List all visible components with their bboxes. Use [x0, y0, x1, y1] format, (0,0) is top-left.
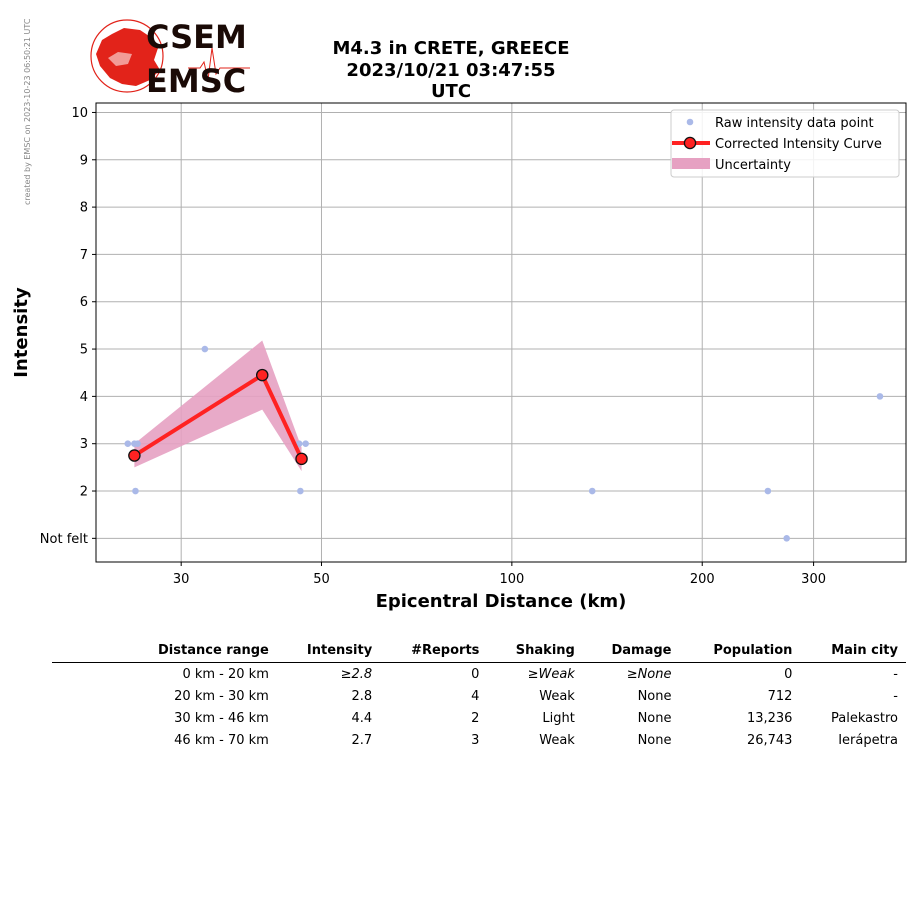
table-row: 20 km - 30 km 2.8 4 Weak None 712 - [52, 685, 906, 707]
raw-data-point [132, 487, 139, 495]
y-tick-label: 2 [80, 485, 88, 500]
x-tick-label: 300 [801, 572, 826, 587]
legend-entry: Corrected Intensity Curve [715, 137, 882, 152]
svg-text:EMSC: EMSC [146, 62, 246, 98]
table-cell-reports: 2 [471, 711, 480, 726]
table-body: 0 km - 20 km ≥2.8 0 ≥Weak ≥None 0-20 km - 30 … [52, 663, 906, 752]
table-cell-city: Palekastro [831, 711, 898, 726]
raw-data-point [297, 487, 304, 495]
table-cell-population: 26,743 [746, 733, 793, 748]
table-cell-shaking: Weak [539, 689, 575, 704]
table-header-cell: Intensity [276, 640, 381, 663]
y-tick-label: 9 [80, 153, 88, 168]
table-cell-intensity: 2.8 [351, 689, 373, 704]
table-cell-damage: None [637, 689, 672, 704]
table-cell-population: 712 [767, 689, 793, 704]
raw-data-point [588, 487, 596, 495]
table-cell-damage: None [637, 711, 672, 726]
table-cell-range: 46 km - 70 km [174, 733, 269, 748]
table-header-cell: Main city [800, 640, 906, 663]
legend-entry: Raw intensity data point [715, 116, 874, 131]
chart-title-line1: M4.3 in CRETE, GREECE [332, 38, 570, 59]
legend-box [670, 109, 900, 178]
table-cell-shaking: Weak [539, 733, 575, 748]
table-cell-intensity: 2.7 [351, 733, 373, 748]
y-tick-label: 7 [80, 248, 88, 263]
table-cell-reports: 4 [471, 689, 480, 704]
table-cell-intensity: 4.4 [351, 711, 373, 726]
table-cell-city: Ierápetra [838, 733, 898, 748]
x-tick-label: 100 [499, 572, 524, 587]
legend-raw-marker [686, 118, 694, 126]
table-cell-intensity: ≥2.8 [340, 667, 373, 682]
table-cell-reports: 0 [471, 667, 480, 682]
table-row: 0 km - 20 km ≥2.8 0 ≥Weak ≥None 0 - [52, 663, 906, 686]
y-tick-label: 4 [80, 390, 88, 405]
y-tick-label: 10 [71, 106, 88, 121]
table-header-cell: Shaking [487, 640, 583, 663]
raw-data-point [764, 487, 772, 495]
table-header-cell: Damage [582, 640, 680, 663]
x-tick-label: 50 [313, 572, 330, 587]
corrected-intensity-point [295, 452, 308, 466]
x-tick-label: 30 [173, 572, 190, 587]
plot-frame [95, 102, 907, 563]
legend-entry: Uncertainty [715, 158, 791, 173]
table-cell-shaking: Light [542, 711, 575, 726]
table-cell-shaking: ≥Weak [527, 667, 575, 682]
corrected-intensity-point [255, 368, 269, 382]
corrected-intensity-point [128, 449, 141, 462]
x-axis-label: Epicentral Distance (km) [376, 591, 627, 612]
raw-data-point [295, 440, 303, 448]
raw-data-point [124, 440, 132, 448]
table-header-cell: Distance range [52, 640, 277, 663]
table-cell-damage: None [637, 733, 672, 748]
raw-data-point [302, 440, 309, 448]
table-cell-range: 0 km - 20 km [182, 667, 269, 682]
table-cell-city: - [893, 667, 898, 682]
emsc-logo: CSEM EMSC [90, 18, 250, 98]
y-tick-label: 8 [80, 201, 88, 216]
table-cell-city: - [893, 689, 898, 704]
table-row: 46 km - 70 km 2.7 3 Weak None 26,743 Ierápetra [52, 729, 906, 751]
chart-title-line2: 2023/10/21 03:47:55 UTC [346, 60, 556, 102]
table-cell-population: 13,236 [746, 711, 793, 726]
legend-band-swatch [672, 158, 710, 169]
y-tick-label: Not felt [40, 532, 88, 547]
table-cell-population: 0 [784, 667, 793, 682]
y-tick-label: 6 [80, 295, 88, 310]
table-cell-range: 30 km - 46 km [174, 711, 269, 726]
table-header-cell: Population [679, 640, 801, 663]
raw-data-point [134, 440, 141, 448]
y-axis-label: Intensity [11, 287, 32, 378]
raw-data-point [783, 535, 790, 542]
intensity-summary-table: Distance range Intensity #Reports Shaking Da… [52, 640, 906, 751]
table-cell-range: 20 km - 30 km [174, 689, 269, 704]
y-tick-label: 3 [80, 437, 88, 452]
table-cell-damage: ≥None [626, 667, 672, 682]
legend-curve-marker [683, 136, 697, 150]
svg-text:CSEM: CSEM [146, 18, 247, 56]
y-tick-label: 5 [80, 343, 88, 358]
raw-data-point [201, 345, 209, 353]
intensity-chart: Not felt 2 3 4 5 6 7 8 9 10 30 50 100 200 300 Epicentra… [11, 102, 907, 612]
table-cell-reports: 3 [471, 733, 480, 748]
raw-data-point [876, 393, 884, 400]
table-header-cell: #Reports [380, 640, 488, 663]
table-row: 30 km - 46 km 4.4 2 Light None 13,236 Palekast… [52, 707, 906, 729]
table-header-row: Distance range Intensity #Reports Shaking Da… [52, 640, 906, 663]
x-tick-label: 200 [690, 572, 715, 587]
